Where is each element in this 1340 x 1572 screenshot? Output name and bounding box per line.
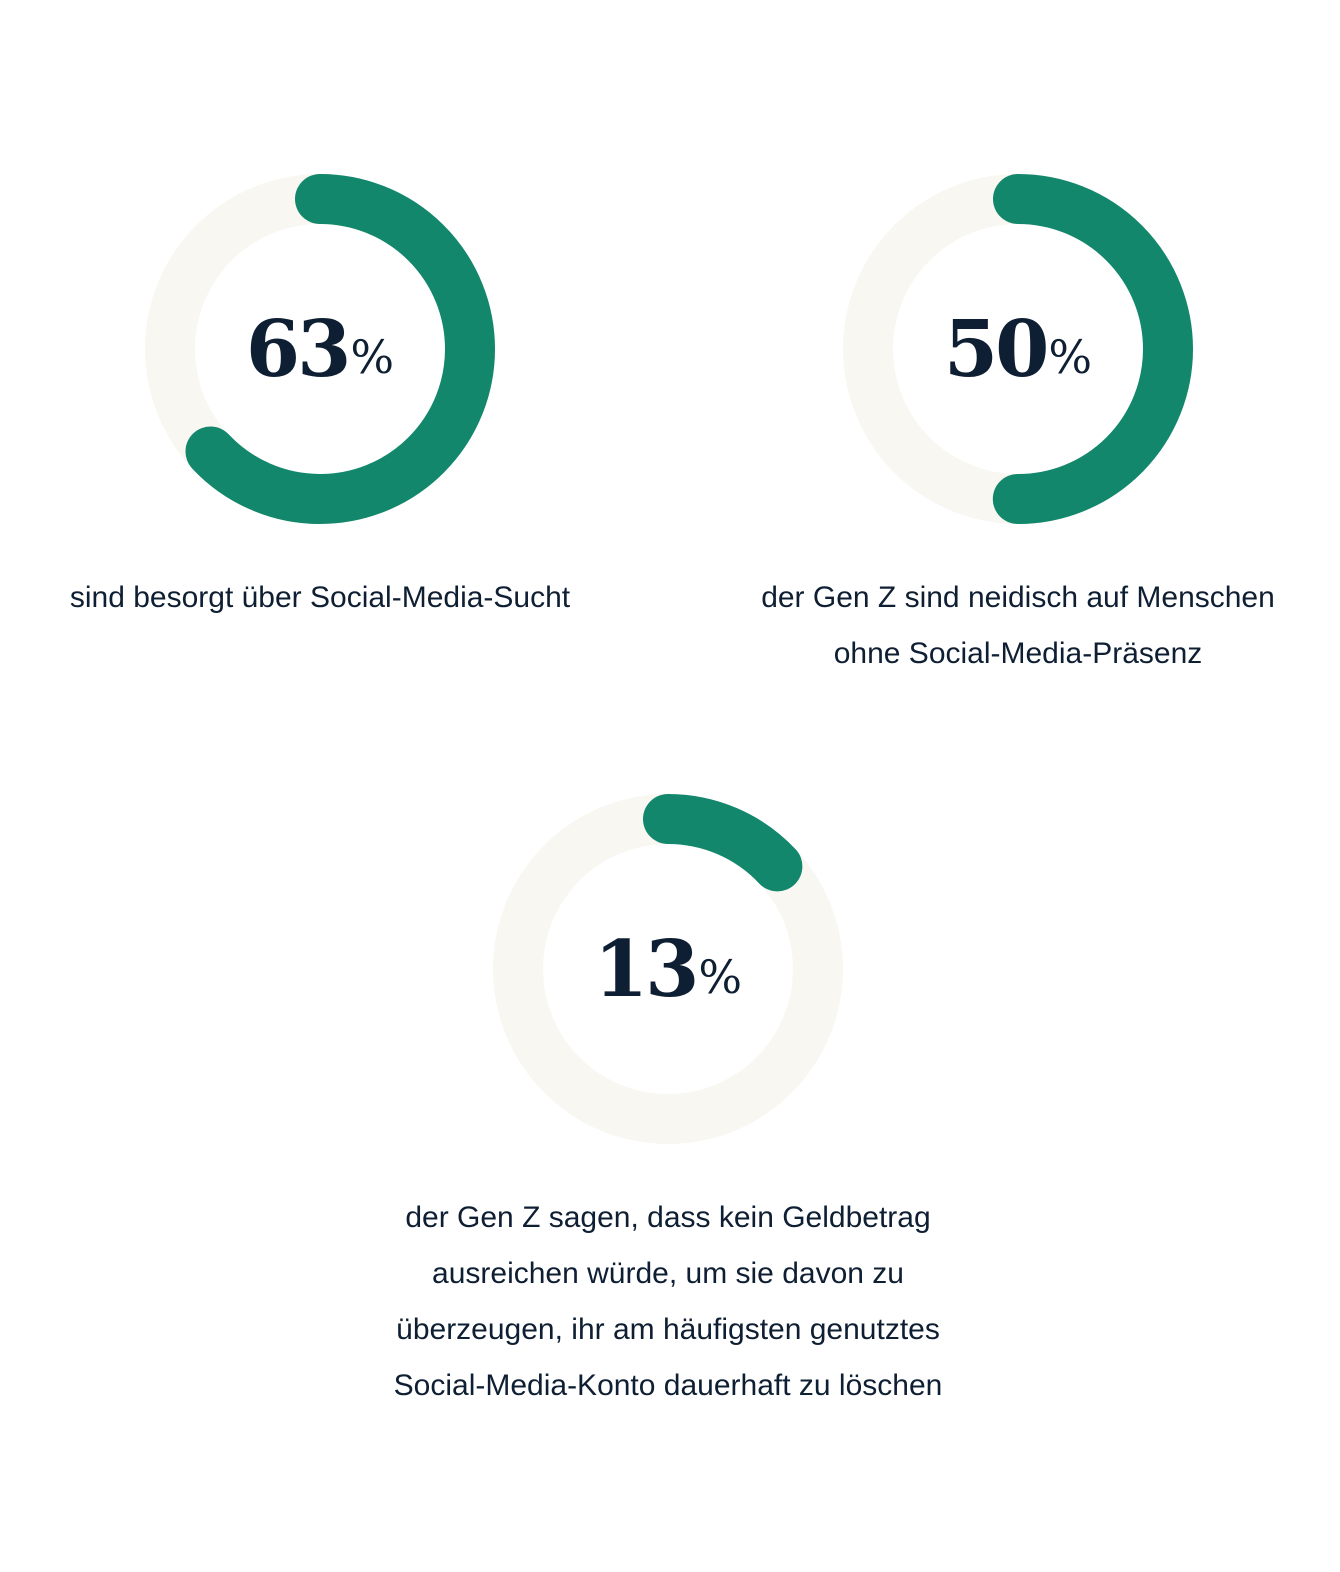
stat-value: 50%: [843, 174, 1193, 524]
stat-value: 63%: [145, 174, 495, 524]
stat-description: der Gen Z sind neidisch auf Menschen ohn…: [761, 581, 1275, 670]
stat-description: der Gen Z sagen, dass kein Geldbetrag au…: [393, 1201, 943, 1402]
donut-chart: 13%: [493, 794, 843, 1144]
donut-chart: 63%: [145, 174, 495, 524]
donut-chart: 50%: [843, 174, 1193, 524]
stat-number: 50: [943, 303, 1050, 395]
donut-svg: [145, 174, 495, 524]
stat-number: 13: [593, 923, 700, 1015]
donut-svg: [493, 794, 843, 1144]
donut-arc: [843, 174, 1193, 524]
donut-arc: [493, 794, 843, 1144]
stat-value: 13%: [493, 794, 843, 1144]
stat-number: 63: [245, 303, 352, 395]
stat-unit: %: [350, 330, 395, 384]
stat-unit: %: [1048, 330, 1093, 384]
stat-description: sind besorgt über Social-Media-Sucht: [69, 581, 571, 614]
donut-arc: [145, 174, 495, 524]
stat-unit: %: [698, 950, 743, 1004]
donut-svg: [843, 174, 1193, 524]
